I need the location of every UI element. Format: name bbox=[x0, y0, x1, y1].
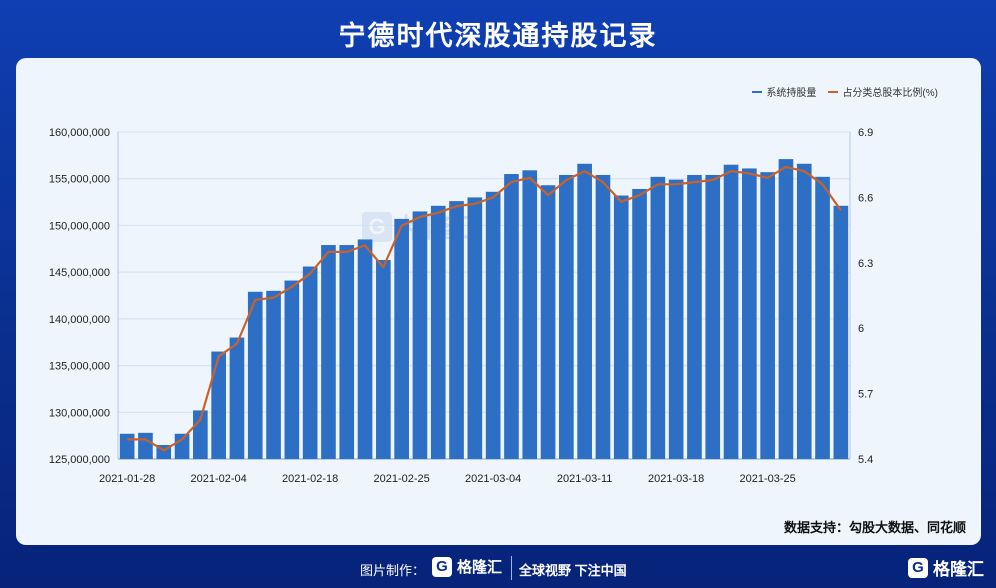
bar bbox=[339, 245, 355, 459]
bar bbox=[668, 179, 684, 460]
left-axis-tick-label: 145,000,000 bbox=[49, 267, 110, 279]
left-axis-tick-label: 150,000,000 bbox=[49, 220, 110, 232]
x-axis-tick-label: 2021-03-11 bbox=[557, 473, 612, 485]
bar bbox=[321, 245, 336, 459]
legend-swatch-bar bbox=[752, 90, 763, 93]
footer-logo: G 格隆汇 bbox=[432, 556, 502, 577]
bar bbox=[815, 176, 830, 460]
left-axis-tick-label: 155,000,000 bbox=[49, 174, 110, 186]
legend-label-ratio: 占分类总股本比例(%) bbox=[842, 88, 938, 99]
page-title: 宁德时代深股通持股记录 bbox=[338, 21, 658, 52]
bar bbox=[613, 195, 629, 459]
bar bbox=[266, 290, 281, 459]
bar bbox=[559, 174, 574, 459]
bar bbox=[632, 188, 647, 459]
bar bbox=[796, 163, 812, 459]
bar bbox=[540, 185, 556, 460]
bar bbox=[485, 191, 501, 459]
left-axis-tick-label: 135,000,000 bbox=[49, 361, 110, 373]
bar bbox=[687, 174, 702, 459]
bar bbox=[430, 205, 446, 459]
right-axis-tick-label: 6 bbox=[858, 323, 864, 335]
right-axis-tick-label: 6.6 bbox=[858, 192, 873, 204]
bar bbox=[760, 172, 775, 459]
corner-logo-icon: G bbox=[908, 557, 928, 578]
x-axis-tick-label: 2021-03-04 bbox=[465, 473, 521, 485]
bar bbox=[833, 205, 849, 459]
left-axis-tick-label: 130,000,000 bbox=[49, 407, 110, 419]
right-axis-tick-label: 6.9 bbox=[858, 127, 873, 139]
bar bbox=[595, 174, 611, 459]
bar bbox=[449, 201, 464, 459]
left-axis-tick-label: 160,000,000 bbox=[49, 127, 110, 139]
bar bbox=[138, 432, 153, 459]
bar bbox=[376, 259, 391, 459]
bar bbox=[522, 170, 538, 459]
footer: 图片制作： G 格隆汇 全球视野 下注中国 G 格隆汇 bbox=[0, 550, 996, 588]
bar bbox=[412, 211, 428, 459]
bar bbox=[650, 176, 666, 460]
bar bbox=[723, 164, 739, 459]
bar bbox=[357, 239, 373, 459]
x-axis-tick-label: 2021-02-18 bbox=[282, 473, 338, 485]
footer-divider bbox=[511, 556, 512, 580]
x-axis-tick-label: 2021-01-28 bbox=[99, 473, 155, 485]
bar bbox=[211, 351, 226, 459]
bar bbox=[467, 197, 483, 459]
bar bbox=[577, 163, 592, 459]
data-source: 数据支持：勾股大数据、同花顺 bbox=[783, 520, 966, 535]
bar bbox=[284, 280, 300, 459]
footer-made-by: 图片制作： bbox=[360, 563, 426, 578]
chart-legend: 系统持股量 占分类总股本比例(%) bbox=[752, 84, 938, 99]
x-axis-tick-label: 2021-03-25 bbox=[740, 473, 796, 485]
bar bbox=[174, 433, 190, 459]
x-axis-tick-label: 2021-02-25 bbox=[374, 473, 430, 485]
bar bbox=[119, 433, 135, 459]
watermark-logo-icon: G bbox=[362, 211, 392, 242]
bar bbox=[302, 266, 318, 459]
legend-label-holdings: 系统持股量 bbox=[766, 88, 817, 99]
legend-item-holdings[interactable]: 系统持股量 bbox=[752, 84, 816, 99]
right-axis-tick-label: 5.4 bbox=[858, 454, 873, 466]
right-axis-tick-label: 6.3 bbox=[858, 258, 873, 270]
bar bbox=[742, 168, 757, 460]
bar bbox=[229, 337, 245, 459]
x-axis-tick-label: 2021-03-18 bbox=[648, 473, 704, 485]
legend-item-ratio[interactable]: 占分类总股本比例(%) bbox=[828, 84, 938, 99]
right-axis-tick-label: 5.7 bbox=[858, 389, 873, 401]
legend-swatch-line bbox=[828, 90, 839, 93]
bar bbox=[394, 218, 409, 459]
bar bbox=[504, 174, 519, 460]
bar bbox=[247, 291, 263, 459]
x-axis-tick-label: 2021-02-04 bbox=[191, 473, 247, 485]
bar bbox=[778, 159, 794, 459]
ratio-series-line bbox=[127, 165, 842, 452]
corner-logo: G 格隆汇 bbox=[908, 555, 984, 580]
footer-logo-text: 格隆汇 bbox=[457, 559, 503, 576]
footer-logo-icon: G bbox=[432, 556, 452, 577]
corner-logo-text: 格隆汇 bbox=[933, 560, 984, 579]
footer-slogan: 全球视野 下注中国 bbox=[519, 563, 627, 578]
left-axis-tick-label: 140,000,000 bbox=[49, 314, 110, 326]
left-axis-tick-label: 125,000,000 bbox=[49, 454, 110, 466]
bar bbox=[705, 174, 721, 459]
